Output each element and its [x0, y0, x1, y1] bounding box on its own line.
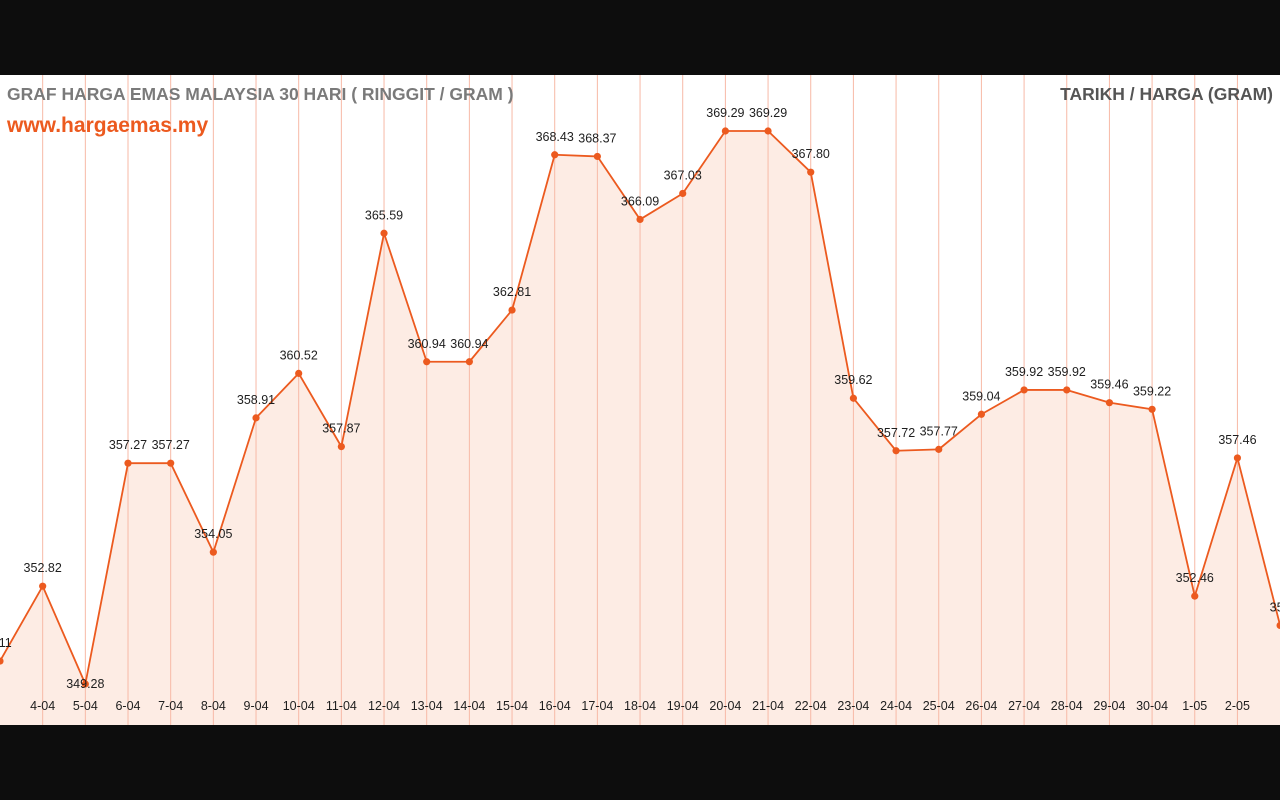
tick-label-23-04: 23-04	[837, 699, 869, 713]
data-point-25-04	[935, 445, 943, 453]
value-label-8-04: 354.05	[194, 527, 232, 541]
tick-label-14-04: 14-04	[453, 699, 485, 713]
data-point-8-04	[209, 548, 217, 556]
value-label-15-04: 362.81	[493, 285, 531, 299]
data-point-7-04	[167, 459, 175, 467]
data-point-1-05	[1191, 592, 1199, 600]
data-point-15-04	[508, 306, 516, 314]
data-point-22-04	[807, 168, 815, 176]
axis-title: TARIKH / HARGA (GRAM)	[1060, 84, 1273, 104]
value-label-3-04: 0.11	[0, 636, 12, 650]
data-point-12-04	[380, 229, 388, 237]
tick-label-9-04: 9-04	[244, 699, 269, 713]
price-chart: 0.11 352.82 349.28 357.27 357.27 354.05 358.91…	[0, 75, 1280, 725]
data-point-29-04	[1105, 399, 1114, 407]
value-label-14-04: 360.94	[450, 337, 488, 351]
tick-label-2-05: 2-05	[1225, 699, 1250, 713]
data-point-3-04	[0, 657, 4, 665]
data-point-27-04	[1020, 386, 1028, 394]
data-point-6-04	[124, 459, 132, 467]
tick-label-4-04: 4-04	[30, 699, 55, 713]
tick-label-21-04: 21-04	[752, 699, 784, 713]
data-point-4-04	[39, 582, 47, 590]
value-label-1-05: 352.46	[1176, 571, 1214, 585]
value-label-25-04: 357.77	[920, 424, 958, 438]
value-label-18-04: 366.09	[621, 194, 659, 208]
tick-label-10-04: 10-04	[283, 699, 315, 713]
value-label-13-04: 360.94	[408, 337, 446, 351]
data-point-18-04	[636, 215, 644, 224]
data-point-11-04	[337, 443, 345, 451]
data-point-9-04	[252, 414, 260, 422]
data-point-30-04	[1148, 405, 1156, 413]
tick-label-26-04: 26-04	[965, 699, 997, 713]
tick-label-28-04: 28-04	[1051, 699, 1083, 713]
tick-label-27-04: 27-04	[1008, 699, 1040, 713]
value-label-16-04: 368.43	[536, 130, 574, 144]
tick-label-30-04: 30-04	[1136, 699, 1168, 713]
data-point-19-04	[679, 189, 687, 198]
value-label-10-04: 360.52	[280, 348, 318, 362]
tick-label-13-04: 13-04	[411, 699, 443, 713]
tick-label-7-04: 7-04	[158, 699, 183, 713]
value-label-27-04: 359.92	[1005, 365, 1043, 379]
value-label-2-05: 357.46	[1218, 433, 1256, 447]
tick-label-25-04: 25-04	[923, 699, 955, 713]
tick-label-6-04: 6-04	[115, 699, 140, 713]
value-label-7-04: 357.27	[152, 438, 190, 452]
data-point-14-04	[465, 358, 473, 366]
value-label-3-05: 351	[1270, 600, 1280, 614]
data-point-26-04	[977, 410, 986, 418]
value-label-30-04: 359.22	[1133, 384, 1171, 398]
value-label-28-04: 359.92	[1048, 365, 1086, 379]
chart-title: GRAF HARGA EMAS MALAYSIA 30 HARI ( RINGG…	[7, 84, 514, 104]
tick-label-18-04: 18-04	[624, 699, 656, 713]
data-point-2-05	[1233, 454, 1242, 462]
tick-label-29-04: 29-04	[1093, 699, 1125, 713]
data-point-23-04	[849, 394, 858, 402]
value-label-29-04: 359.46	[1090, 378, 1128, 392]
value-label-23-04: 359.62	[834, 373, 872, 387]
data-point-20-04	[721, 127, 729, 135]
value-label-5-04: 349.28	[66, 677, 104, 691]
value-label-12-04: 365.59	[365, 208, 403, 222]
tick-label-17-04: 17-04	[581, 699, 613, 713]
value-label-17-04: 368.37	[578, 131, 616, 145]
value-label-4-04: 352.82	[24, 561, 62, 575]
data-point-17-04	[593, 152, 601, 161]
data-point-16-04	[551, 151, 559, 159]
data-point-10-04	[295, 369, 303, 377]
tick-label-24-04: 24-04	[880, 699, 912, 713]
value-label-20-04: 369.29	[706, 106, 744, 120]
tick-label-16-04: 16-04	[539, 699, 571, 713]
tick-label-5-04: 5-04	[73, 699, 98, 713]
value-label-6-04: 357.27	[109, 438, 147, 452]
tick-label-19-04: 19-04	[667, 699, 699, 713]
value-label-22-04: 367.80	[792, 147, 830, 161]
data-point-13-04	[423, 358, 431, 366]
value-label-24-04: 357.72	[877, 426, 915, 440]
data-point-3-05	[1276, 621, 1280, 630]
value-label-21-04: 369.29	[749, 106, 787, 120]
value-label-11-04: 357.87	[322, 422, 360, 436]
value-label-9-04: 358.91	[237, 393, 275, 407]
tick-label-1-05: 1-05	[1182, 699, 1207, 713]
data-point-24-04	[892, 447, 900, 455]
chart-panel: 0.11 352.82 349.28 357.27 357.27 354.05 358.91…	[0, 75, 1280, 725]
tick-label-22-04: 22-04	[795, 699, 827, 713]
data-point-28-04	[1063, 386, 1071, 394]
value-label-26-04: 359.04	[962, 389, 1000, 403]
tick-label-12-04: 12-04	[368, 699, 400, 713]
tick-label-15-04: 15-04	[496, 699, 528, 713]
source-link[interactable]: www.hargaemas.my	[7, 114, 209, 137]
tick-label-20-04: 20-04	[709, 699, 741, 713]
data-point-5-04	[81, 680, 89, 688]
tick-label-11-04: 11-04	[326, 699, 357, 713]
data-point-21-04	[764, 127, 772, 135]
value-label-19-04: 367.03	[664, 168, 702, 182]
tick-label-8-04: 8-04	[201, 699, 226, 713]
